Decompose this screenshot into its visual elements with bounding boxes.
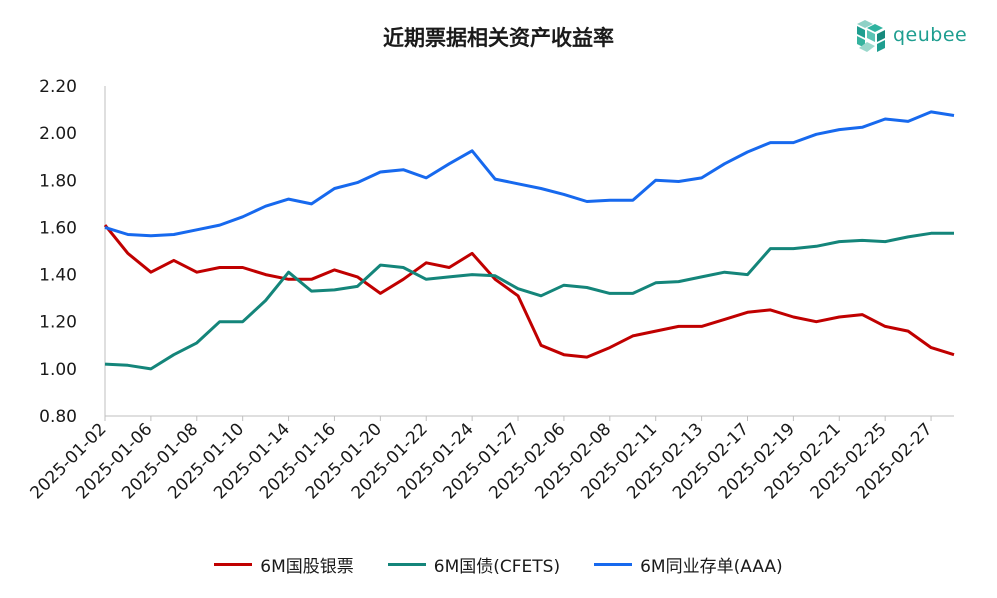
- series-lines: [103, 110, 955, 371]
- y-tick-label: 1.80: [39, 171, 77, 191]
- legend-label: 6M同业存单(AAA): [640, 557, 783, 577]
- x-tick-labels: 2025-01-022025-01-062025-01-082025-01-10…: [27, 416, 937, 503]
- y-tick-label: 1.20: [39, 313, 77, 333]
- axes: [104, 86, 954, 417]
- legend-item-3: 6M同业存单(AAA): [594, 552, 783, 577]
- legend-label: 6M国股银票: [260, 557, 354, 577]
- qeubee-logo: qeubee: [855, 18, 985, 58]
- y-tick-label: 1.00: [39, 360, 77, 380]
- legend: 6M国股银票 6M国债(CFETS) 6M同业存单(AAA): [0, 552, 997, 577]
- legend-swatch: [214, 563, 253, 566]
- series-line-1: [103, 224, 955, 359]
- y-tick-label: 0.80: [39, 407, 77, 427]
- chart-title: 近期票据相关资产收益率: [383, 26, 614, 50]
- legend-item-1: 6M国股银票: [214, 552, 354, 577]
- y-tick-labels: 0.80 1.00 1.20 1.40 1.60 1.80 2.00 2.20: [39, 77, 77, 427]
- legend-item-2: 6M国债(CFETS): [387, 552, 561, 577]
- series-line-2: [104, 231, 954, 371]
- cube-logo-icon: [857, 20, 885, 52]
- y-tick-label: 2.20: [39, 77, 77, 97]
- legend-swatch: [594, 563, 633, 566]
- y-tick-label: 1.60: [39, 218, 77, 238]
- y-tick-label: 2.00: [39, 124, 77, 144]
- legend-label: 6M国债(CFETS): [433, 557, 561, 577]
- y-tick-label: 1.40: [39, 266, 77, 286]
- legend-swatch: [387, 563, 426, 566]
- logo-text: qeubee: [893, 24, 968, 46]
- series-line-3: [104, 110, 955, 238]
